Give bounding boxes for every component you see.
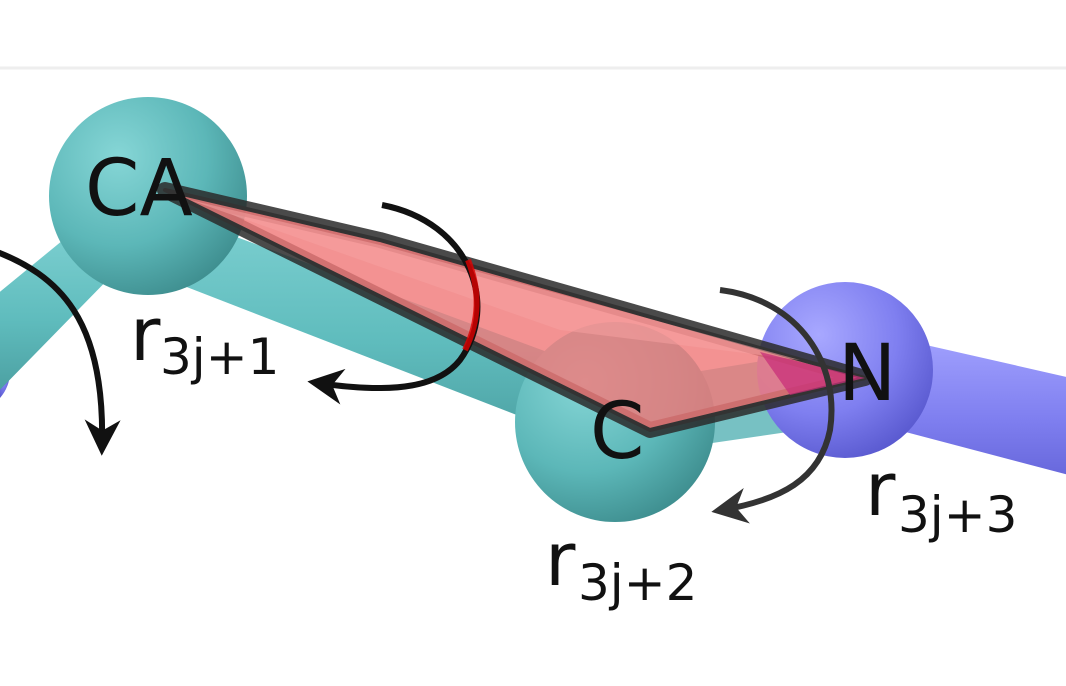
rotation-arrow-middle [307,202,481,405]
rotation-label-r3j3: r 3j+3 [865,447,1017,544]
rotation-label-r3j1-subscript: 3j+1 [160,328,279,386]
rotation-arrow-right [711,287,835,524]
rotation-arrow-middle-red-part [462,258,480,352]
rotation-label-r3j1: r 3j+1 [130,292,279,386]
rotation-label-r3j3-subscript: 3j+3 [898,486,1017,544]
atom-n-label: N [838,329,896,419]
rotation-label-r3j1-base: r [130,292,161,378]
rotation-label-r3j3-base: r [865,447,896,533]
peptide-plane-highlight [190,200,800,360]
rotation-arrow-left [0,249,121,456]
rotation-label-r3j2: r 3j+2 [545,517,697,612]
rotation-label-r3j2-base: r [545,517,576,603]
rotation-label-r3j2-subscript: 3j+2 [578,554,697,612]
atom-ca-sphere [49,97,247,295]
atom-ca [49,97,247,295]
atom-c-label: C [590,387,644,477]
peptide-plane-nitrogen-tint [760,352,865,395]
atom-ca-label: CA [85,144,193,234]
